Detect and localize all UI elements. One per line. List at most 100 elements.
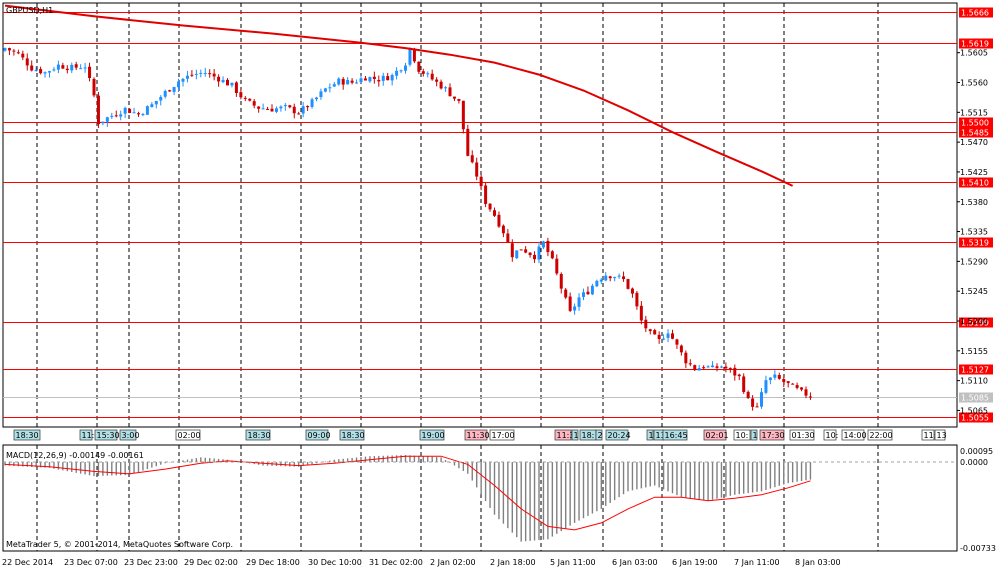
candle-body	[7, 48, 11, 51]
event-tag-5[interactable]: 18:30	[248, 431, 271, 440]
candle-body	[639, 305, 643, 321]
event-tag-bg-4	[175, 429, 201, 441]
candle-body	[715, 366, 719, 368]
candle-body	[372, 76, 376, 79]
candle-body	[577, 297, 581, 307]
macd-tick-1: 0.0000	[960, 458, 988, 467]
candle-body	[52, 69, 56, 71]
event-tag-bg-15	[605, 429, 629, 441]
macd-tick-2: -0.00733	[960, 544, 996, 553]
candle-body	[533, 254, 537, 260]
event-tag-7[interactable]: 18:30	[342, 431, 365, 440]
event-tag-13[interactable]: 18:	[582, 431, 595, 440]
candle-body	[226, 79, 229, 86]
level-tag-6: 1.5199	[961, 319, 989, 328]
candle-body	[648, 329, 652, 332]
candle-body	[755, 406, 759, 408]
price-tick-7: 1.5290	[960, 257, 988, 266]
level-tag-4: 1.5410	[961, 179, 989, 188]
candle-body	[141, 114, 145, 116]
event-tag-26[interactable]: 22:00	[870, 431, 893, 440]
candle-body	[404, 65, 407, 71]
candle-body	[61, 65, 65, 69]
current-price-tag-bg	[959, 392, 993, 403]
time-tick-0: 22 Dec 2014	[2, 558, 53, 567]
event-tag-9[interactable]: 11:30	[467, 431, 490, 440]
candle-body	[573, 306, 577, 311]
candle-body	[310, 99, 314, 107]
candle-body	[617, 275, 621, 277]
candle-body	[168, 90, 172, 92]
candle-body	[390, 75, 394, 81]
event-tag-12[interactable]: 1	[574, 431, 579, 440]
price-tick-0: 1.5605	[960, 49, 988, 58]
time-tick-5: 30 Dec 10:00	[308, 558, 362, 567]
candle-body	[243, 97, 247, 99]
candle-body	[159, 96, 163, 101]
level-tag-bg-7	[959, 364, 993, 375]
price-tick-5: 1.5380	[960, 198, 988, 207]
candle-body	[484, 185, 488, 204]
event-tag-16[interactable]: 1	[649, 431, 654, 440]
candle-body	[461, 100, 465, 130]
event-tag-8[interactable]: 19:00	[422, 431, 445, 440]
candle-body	[684, 352, 688, 364]
candle-body	[190, 74, 194, 76]
candle-body	[221, 79, 225, 83]
event-tag-14[interactable]: 2	[598, 431, 603, 440]
candle-body	[123, 107, 127, 114]
candle-body	[564, 289, 568, 298]
event-tag-27[interactable]: 11:	[924, 431, 937, 440]
event-tag-10[interactable]: 17:00	[492, 431, 515, 440]
candle-body	[297, 113, 301, 115]
event-tag-17[interactable]: 13	[656, 431, 666, 440]
time-tick-1: 23 Dec 07:00	[64, 558, 118, 567]
event-tag-0[interactable]: 18:30	[16, 431, 39, 440]
candle-body	[70, 64, 74, 71]
event-tag-6[interactable]: 09:00	[308, 431, 331, 440]
macd-signal-line[interactable]	[4, 455, 811, 531]
candle-body	[657, 334, 661, 339]
candle-body	[319, 91, 323, 98]
event-tag-11[interactable]: 11:3	[557, 431, 575, 440]
macd-tick-0: 0.00095	[960, 447, 993, 456]
event-tag-21[interactable]: 1	[753, 431, 758, 440]
event-tag-18[interactable]: 16:45	[665, 431, 688, 440]
candle-body	[506, 233, 510, 243]
candle-body	[194, 73, 198, 75]
event-tag-bg-25	[841, 429, 865, 441]
event-tag-25[interactable]: 14:00	[844, 431, 867, 440]
candle-body	[457, 98, 461, 101]
event-tag-15[interactable]: 20:24	[608, 431, 631, 440]
candle-body	[800, 387, 804, 390]
event-tag-bg-1	[79, 429, 93, 441]
level-tag-bg-3	[959, 127, 993, 138]
event-tag-2[interactable]: 15:30	[97, 431, 120, 440]
candle-body	[217, 76, 221, 82]
candle-body	[733, 367, 737, 376]
event-tag-23[interactable]: 01:30	[792, 431, 815, 440]
event-tag-28[interactable]: 13	[937, 431, 947, 440]
event-tag-3[interactable]: 3:00	[122, 431, 140, 440]
candle-body	[550, 251, 554, 259]
event-tag-22[interactable]: 17:30	[762, 431, 785, 440]
moving-average-line[interactable]	[4, 4, 794, 187]
candle-body	[519, 249, 523, 251]
candle-body	[92, 78, 96, 96]
candle-body	[479, 176, 483, 187]
candle-body	[105, 117, 109, 122]
event-tag-20[interactable]: 10:	[736, 431, 749, 440]
event-tag-4[interactable]: 02:00	[178, 431, 201, 440]
event-tag-bg-24	[823, 429, 837, 441]
event-tag-1[interactable]: 11:	[82, 431, 95, 440]
candle-body	[666, 333, 670, 338]
time-tick-6: 31 Dec 02:00	[369, 558, 423, 567]
level-tag-5: 1.5319	[961, 239, 989, 248]
level-tag-bg-8	[959, 412, 993, 423]
candle-body	[644, 319, 648, 329]
event-tag-24[interactable]: 10:	[826, 431, 839, 440]
event-tag-19[interactable]: 02:01	[706, 431, 729, 440]
event-tag-bg-7	[339, 429, 365, 441]
candle-body	[3, 48, 7, 51]
